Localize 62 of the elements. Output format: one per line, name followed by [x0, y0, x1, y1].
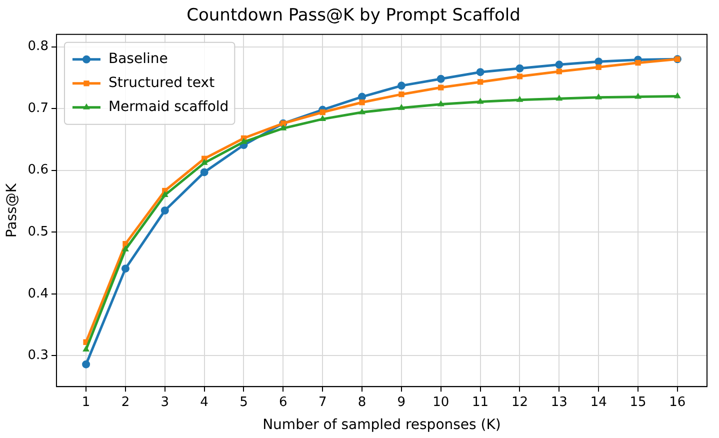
- y-tick-label: 0.3: [28, 348, 48, 364]
- point: [280, 124, 287, 130]
- point: [596, 64, 602, 70]
- point: [436, 74, 445, 83]
- x-tick-label: 4: [200, 394, 208, 410]
- point: [516, 64, 524, 72]
- point: [477, 79, 484, 85]
- x-tick-label: 12: [511, 394, 528, 410]
- point: [200, 168, 208, 176]
- point: [160, 206, 169, 214]
- point: [358, 108, 366, 114]
- point: [240, 138, 248, 144]
- point: [319, 115, 326, 122]
- x-tick-label: 1: [82, 394, 90, 410]
- x-tick-label: 8: [358, 394, 366, 410]
- x-tick-label: 10: [432, 394, 450, 410]
- y-tick-label: 0.5: [28, 224, 48, 240]
- point: [359, 100, 365, 106]
- x-tick-label: 6: [279, 394, 288, 410]
- point: [555, 60, 564, 69]
- point: [516, 74, 523, 80]
- point: [398, 104, 405, 110]
- point: [476, 68, 484, 76]
- x-tick-label: 5: [240, 394, 248, 410]
- chart-title: Countdown Pass@K by Prompt Scaffold: [186, 6, 520, 26]
- point: [200, 158, 208, 165]
- point: [674, 92, 681, 98]
- point: [82, 360, 90, 368]
- x-tick-label: 11: [472, 394, 489, 410]
- y-tick-label: 0.6: [28, 162, 48, 178]
- x-tick-label: 9: [397, 394, 406, 410]
- y-tick-label: 0.7: [28, 100, 48, 116]
- x-tick-label: 13: [550, 394, 568, 410]
- x-tick-label: 2: [121, 394, 130, 410]
- point: [437, 100, 444, 106]
- point: [161, 191, 168, 198]
- point: [122, 245, 129, 252]
- point: [82, 346, 90, 352]
- legend-label: Baseline: [108, 51, 168, 68]
- point: [635, 60, 641, 66]
- x-tick-label: 15: [630, 394, 646, 410]
- legend-label: Mermaid scaffold: [108, 99, 229, 116]
- y-axis-title: Pass@K: [4, 182, 20, 238]
- x-tick-label: 3: [160, 394, 170, 410]
- point: [320, 109, 326, 116]
- point: [398, 92, 404, 98]
- x-tick-label: 16: [669, 394, 686, 410]
- point: [397, 82, 406, 90]
- legend-label: Structured text: [108, 75, 216, 92]
- y-tick-label: 0.4: [28, 286, 48, 302]
- x-tick-label: 7: [318, 394, 327, 410]
- point: [438, 84, 444, 90]
- y-tick-label: 0.8: [28, 39, 48, 54]
- point: [595, 93, 602, 100]
- point: [556, 94, 563, 101]
- point: [476, 98, 484, 104]
- point: [556, 68, 562, 74]
- point: [634, 92, 642, 99]
- point: [516, 96, 524, 102]
- x-axis-title: Number of sampled responses (K): [262, 417, 501, 434]
- point: [121, 264, 130, 273]
- x-tick-label: 14: [590, 394, 607, 410]
